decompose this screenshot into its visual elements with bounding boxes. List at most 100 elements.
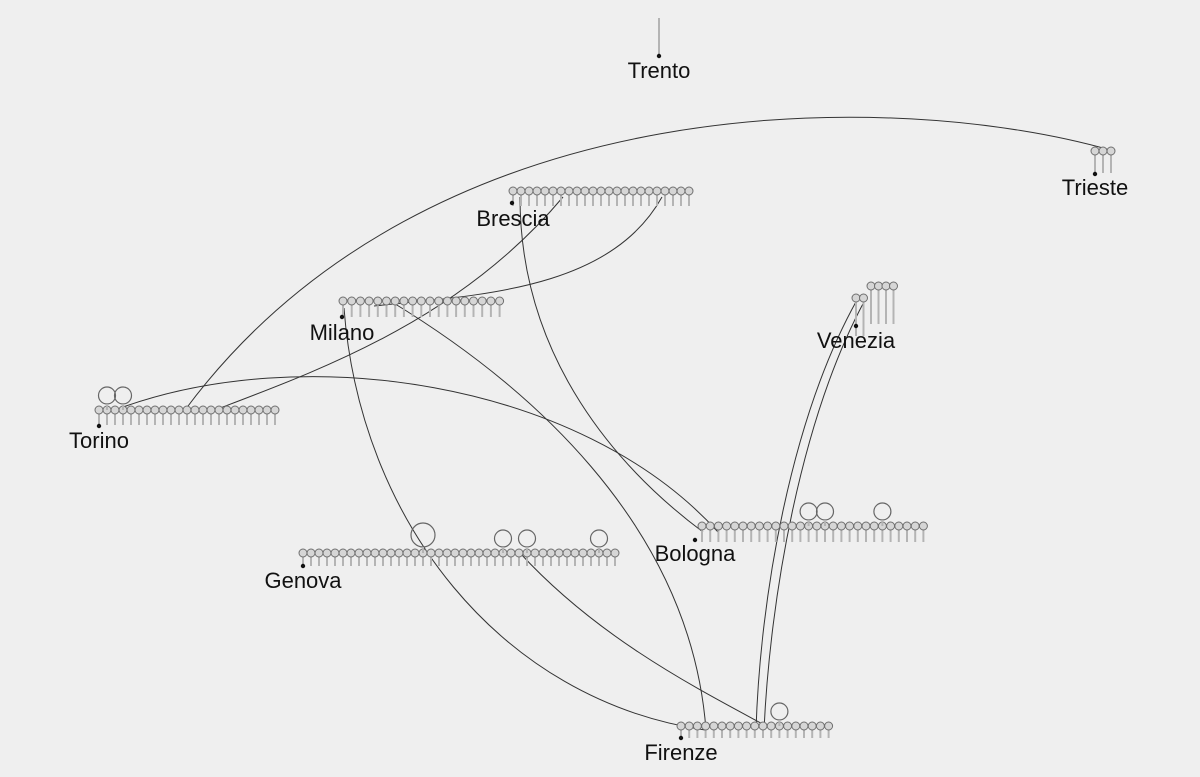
record-dot: [182, 405, 192, 415]
record-dot: [382, 296, 391, 306]
dots-layer: [94, 18, 1116, 738]
record-dot: [442, 296, 452, 306]
record-dot: [636, 186, 646, 196]
record-dot: [466, 548, 476, 558]
dot-row-bologna: [697, 521, 928, 542]
links-layer: [114, 116, 1111, 731]
record-dot: [330, 548, 340, 558]
record-dot: [733, 721, 743, 731]
city-anchor-dot: [656, 53, 662, 59]
city-milano: Milano: [310, 314, 374, 345]
record-dot: [490, 548, 500, 558]
record-dot: [322, 548, 332, 558]
record-dot: [596, 186, 606, 196]
dot-row-venezia: [851, 281, 898, 336]
record-dot: [824, 721, 834, 731]
record-dot: [110, 405, 120, 415]
city-anchor-dot: [692, 537, 698, 543]
record-dot: [174, 405, 184, 415]
record-dot: [1098, 146, 1108, 156]
record-dot: [530, 548, 540, 558]
record-dot: [469, 296, 478, 306]
record-dot: [692, 721, 702, 731]
record-dot: [238, 405, 248, 415]
record-dot: [918, 521, 928, 531]
record-dot: [495, 296, 505, 306]
record-dot: [791, 721, 801, 731]
record-dot: [347, 296, 357, 306]
record-dot: [845, 521, 855, 531]
link-trieste-torino: [184, 116, 1111, 411]
record-dot: [540, 186, 550, 196]
record-dot: [795, 521, 805, 531]
record-dot: [458, 548, 468, 558]
city-anchor-dot: [678, 735, 684, 741]
record-dot: [836, 521, 846, 531]
highlight-circle: [815, 502, 835, 521]
record-dot: [548, 186, 558, 196]
record-dot: [807, 721, 817, 731]
record-dot: [477, 296, 487, 306]
record-dot: [869, 521, 879, 531]
record-dot: [586, 548, 596, 558]
record-dot: [644, 186, 654, 196]
record-dot: [889, 281, 898, 291]
record-dot: [660, 186, 670, 196]
record-dot: [610, 548, 620, 558]
record-dot: [442, 548, 452, 558]
dot-row-brescia: [508, 186, 694, 206]
record-dot: [230, 405, 240, 415]
record-dot: [408, 296, 418, 306]
record-dot: [738, 521, 748, 531]
record-dot: [562, 548, 572, 558]
record-dot: [866, 281, 876, 291]
record-dot: [524, 186, 534, 196]
highlight-circle: [770, 702, 789, 721]
record-dot: [402, 548, 412, 558]
record-dot: [853, 521, 863, 531]
record-dot: [134, 405, 144, 415]
city-label-firenze: Firenze: [644, 740, 717, 765]
record-dot: [508, 186, 518, 196]
dot-row-genova: [298, 548, 620, 566]
record-dot: [886, 521, 896, 531]
record-dot: [604, 186, 614, 196]
record-dot: [713, 521, 723, 531]
record-dot: [434, 296, 444, 306]
record-dot: [338, 296, 348, 306]
record-dot: [851, 293, 861, 303]
record-dot: [514, 548, 524, 558]
record-dot: [364, 296, 374, 306]
city-torino: Torino: [69, 423, 129, 453]
record-dot: [142, 405, 152, 415]
record-dot: [222, 405, 232, 415]
record-dot: [580, 186, 590, 196]
record-dot: [394, 548, 404, 558]
record-dot: [298, 548, 308, 558]
record-dot: [697, 521, 707, 531]
record-dot: [684, 186, 694, 196]
highlight-circle: [113, 386, 133, 405]
record-dot: [338, 548, 348, 558]
record-dot: [370, 548, 380, 558]
record-dot: [1090, 146, 1100, 156]
record-dot: [620, 186, 630, 196]
dot-row-firenze: [676, 721, 834, 738]
record-dot: [1106, 146, 1116, 156]
record-dot: [554, 548, 564, 558]
link-venezia-firenze: [763, 299, 866, 731]
record-dot: [206, 405, 216, 415]
dot-row-torino: [94, 405, 280, 425]
record-dot: [783, 721, 793, 731]
record-dot: [451, 296, 461, 306]
link-venezia-firenze: [755, 299, 858, 731]
record-dot: [676, 186, 686, 196]
record-dot: [612, 186, 622, 196]
city-label-venezia: Venezia: [817, 328, 896, 353]
record-dot: [346, 548, 356, 558]
highlight-circle: [493, 529, 513, 548]
record-dot: [190, 405, 200, 415]
record-dot: [701, 721, 711, 731]
record-dot: [725, 721, 735, 731]
